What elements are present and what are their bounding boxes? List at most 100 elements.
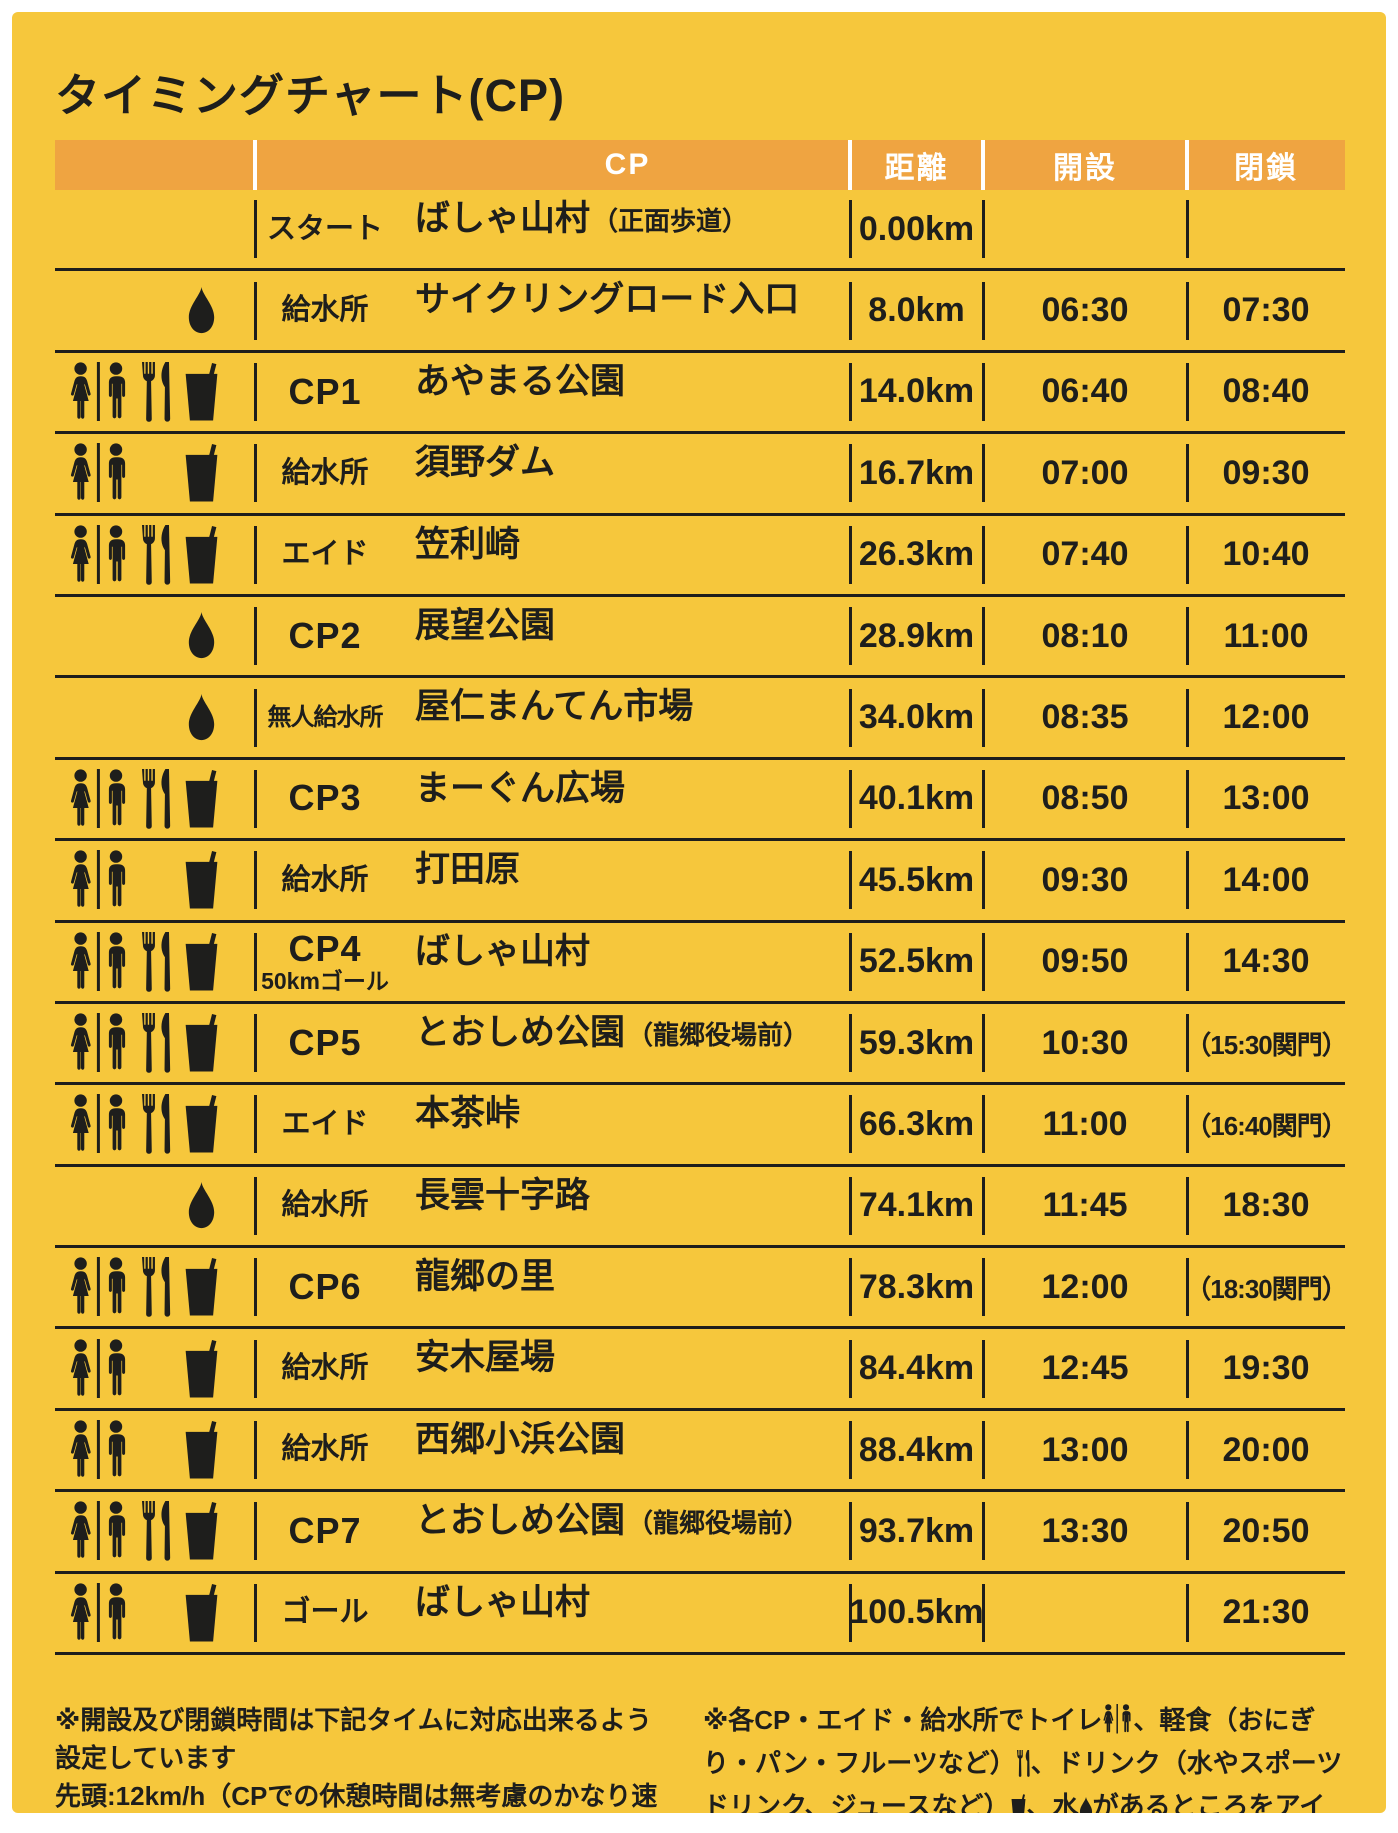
distance-value: 14.0km [848, 353, 983, 431]
checkpoint-type-cell: エイド [253, 516, 395, 594]
checkpoint-type: エイド [281, 538, 369, 571]
facility-icons [55, 516, 255, 594]
checkpoint-name: 展望公園 [415, 605, 556, 645]
toilet-icon [70, 931, 126, 991]
food-icon-slot [139, 361, 173, 422]
toilet-icon-slot [67, 850, 131, 910]
facility-icons [55, 597, 255, 675]
checkpoint-name-cell: 笠利崎 [395, 516, 850, 594]
toilet-icon-slot [67, 1582, 131, 1643]
facility-icons [55, 841, 255, 919]
legend-text-4: 、水 [1026, 1791, 1079, 1813]
drink-icon [185, 1421, 217, 1479]
table-row: 給水所 須野ダム 16.7km 07:00 09:30 [55, 434, 1345, 516]
checkpoint-type: 給水所 [281, 1352, 369, 1384]
drink-icon-slot [181, 1258, 221, 1316]
checkpoint-name-note: （龍郷役場前） [627, 1019, 810, 1050]
checkpoint-name-cell: まーぐん広場 [395, 760, 850, 838]
table-row: CP1 あやまる公園 14.0km 06:40 08:40 [55, 353, 1345, 435]
checkpoint-name: まーぐん広場 [415, 768, 626, 808]
checkpoint-name-cell: ばしゃ山村 （正面歩道） [395, 190, 850, 268]
close-time: 07:30 [1185, 271, 1345, 349]
footer-notes: ※開設及び閉鎖時間は下記タイムに対応出来るよう設定しています 先頭:12km/h… [55, 1701, 1345, 1813]
drink-icon [185, 932, 217, 991]
checkpoint-name-cell: サイクリングロード入口 [395, 271, 850, 349]
toilet-icon [70, 1582, 126, 1642]
food-icon [141, 768, 170, 829]
drink-icon [185, 1502, 217, 1560]
distance-value: 0.00km [848, 190, 983, 268]
drink-icon-slot [181, 1095, 221, 1154]
food-icon-slot [139, 931, 173, 992]
close-time [1185, 190, 1345, 268]
drink-icon-slot [181, 932, 221, 991]
distance-value: 66.3km [848, 1085, 983, 1163]
header-distance: 距離 [848, 140, 983, 190]
close-time: 21:30 [1185, 1574, 1345, 1652]
pace-note: ※開設及び閉鎖時間は下記タイムに対応出来るよう設定しています 先頭:12km/h… [55, 1701, 673, 1813]
checkpoint-type-cell: ゴール [253, 1574, 395, 1652]
open-time [981, 1574, 1187, 1652]
header-open: 開設 [981, 140, 1187, 190]
table-row: スタート ばしゃ山村 （正面歩道） 0.00km [55, 190, 1345, 272]
checkpoint-type-cell: CP4 50kmゴール [253, 923, 395, 1001]
drink-icon [185, 1014, 217, 1072]
toilet-icon [70, 524, 126, 584]
checkpoint-type-sub: 50kmゴール [261, 967, 389, 994]
checkpoint-name: とおしめ公園 [415, 1012, 626, 1052]
drink-icon-slot [181, 1339, 221, 1398]
icon-legend-note: ※各CP・エイド・給水所でトイレ 、軽食（おにぎり・パン・フルーツなど） 、ドリンク… [703, 1701, 1345, 1813]
checkpoint-type-cell: 給水所 [253, 1411, 395, 1489]
checkpoint-type-cell: CP1 [253, 353, 395, 431]
toilet-icon-slot [67, 524, 131, 585]
table-row: 給水所 安木屋場 84.4km 12:45 19:30 [55, 1329, 1345, 1411]
drink-icon-slot [181, 1421, 221, 1479]
toilet-icon [70, 1013, 126, 1073]
checkpoint-name-cell: 龍郷の里 [395, 1248, 850, 1326]
food-icon [141, 1501, 170, 1562]
close-time: （18:30関門） [1185, 1248, 1348, 1326]
header-icons-cell [55, 140, 255, 190]
drink-icon [185, 362, 217, 421]
food-icon-slot [139, 1013, 173, 1073]
table-row: ゴール ばしゃ山村 100.5km 21:30 [55, 1574, 1345, 1656]
open-time [981, 190, 1187, 268]
drink-icon [185, 769, 217, 828]
water-icon [188, 612, 214, 659]
checkpoint-name-cell: あやまる公園 [395, 353, 850, 431]
checkpoint-type: CP4 [288, 927, 362, 969]
distance-value: 74.1km [848, 1167, 983, 1245]
close-time: 11:00 [1185, 597, 1345, 675]
distance-value: 34.0km [848, 678, 983, 756]
open-time: 13:30 [981, 1492, 1187, 1570]
drink-icon-slot [181, 286, 221, 335]
checkpoint-name: ばしゃ山村 [415, 931, 591, 971]
food-icon [141, 361, 170, 422]
open-time: 13:00 [981, 1411, 1187, 1489]
table-row: CP4 50kmゴール ばしゃ山村 52.5km 09:50 14:30 [55, 923, 1345, 1004]
drink-icon-slot [181, 612, 221, 660]
drink-icon-slot [181, 1181, 221, 1230]
checkpoint-name: サイクリングロード入口 [415, 280, 800, 320]
table-body: スタート ばしゃ山村 （正面歩道） 0.00km 給水所 サイクリングロード入口 … [55, 190, 1348, 1656]
checkpoint-type: エイド [281, 1107, 369, 1140]
drink-icon [185, 444, 217, 502]
checkpoint-type: スタート [266, 212, 383, 245]
checkpoint-type: 給水所 [281, 456, 369, 489]
close-time: 14:30 [1185, 923, 1345, 1001]
drink-icon [185, 1339, 217, 1398]
toilet-icon-slot [67, 1338, 131, 1399]
checkpoint-type-cell: CP5 [253, 1004, 395, 1082]
open-time: 09:50 [981, 923, 1187, 1001]
timing-chart-panel: タイミングチャート(CP) CP 距離 開設 閉鎖 スタート ばしゃ山村 （正面歩… [12, 12, 1386, 1813]
drink-icon [185, 1583, 217, 1642]
checkpoint-type: CP5 [288, 1021, 362, 1063]
checkpoint-type: 無人給水所 [267, 703, 384, 731]
drink-icon [1010, 1792, 1027, 1813]
checkpoint-type-cell: CP2 [253, 597, 395, 675]
checkpoint-type: CP2 [288, 614, 362, 656]
table-row: 無人給水所 屋仁まんてん市場 34.0km 08:35 12:00 [55, 678, 1345, 760]
open-time: 12:45 [981, 1329, 1187, 1407]
drink-icon-slot [181, 1014, 221, 1072]
checkpoint-type: ゴール [281, 1596, 369, 1629]
